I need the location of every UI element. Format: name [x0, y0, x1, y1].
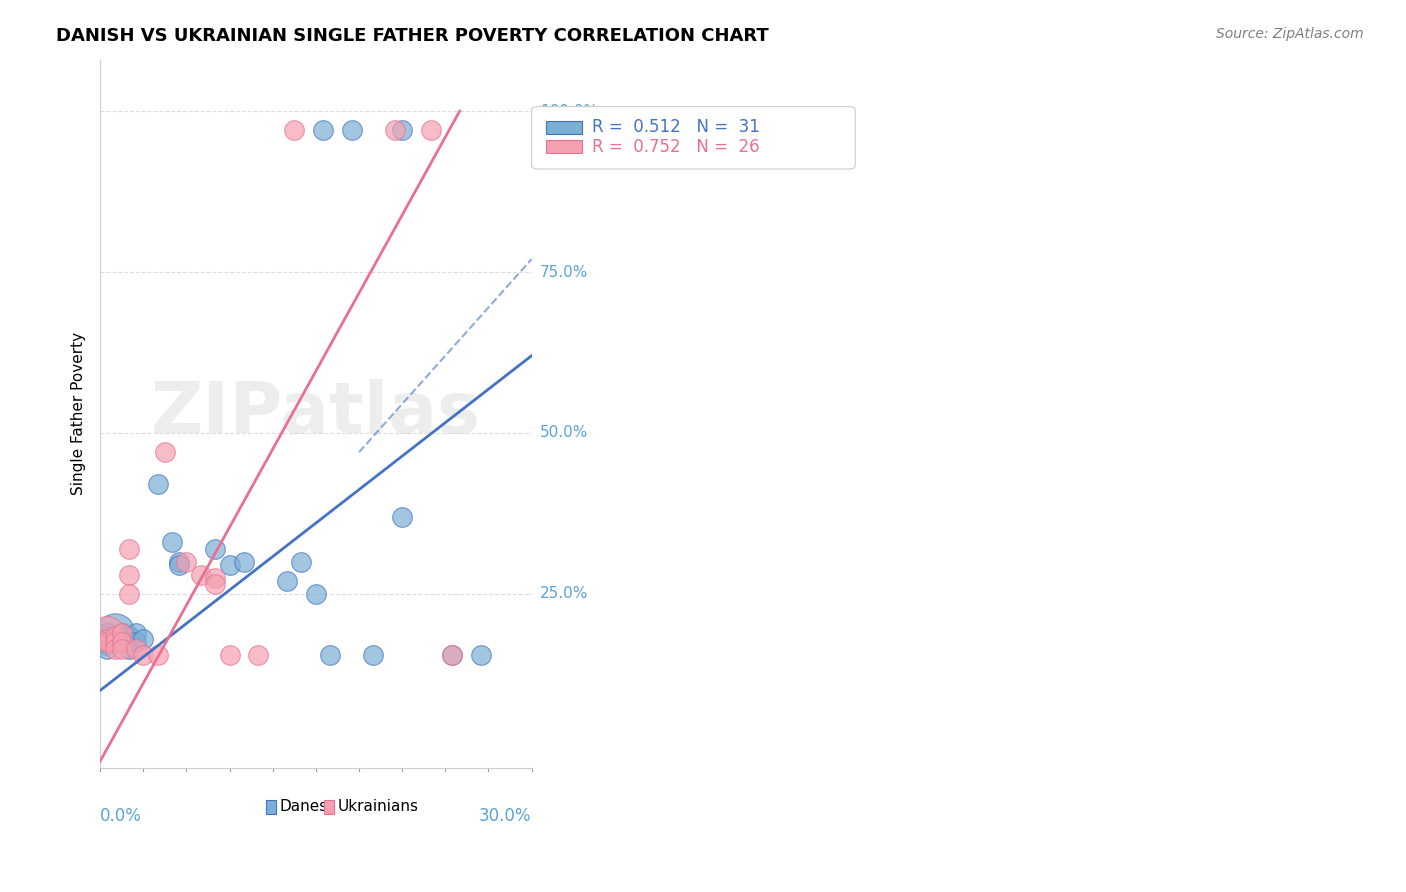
Point: [153, 445, 176, 459]
Point: [176, 555, 198, 569]
Text: 25.0%: 25.0%: [540, 586, 589, 601]
Point: [96, 635, 118, 649]
Point: [167, 555, 190, 569]
Point: [305, 587, 328, 601]
Bar: [546, 140, 582, 153]
Point: [96, 641, 118, 656]
Text: R =  0.752   N =  26: R = 0.752 N = 26: [592, 137, 759, 155]
Point: [118, 641, 141, 656]
FancyBboxPatch shape: [531, 106, 855, 169]
Text: 50.0%: 50.0%: [540, 425, 589, 441]
Point: [190, 567, 212, 582]
Text: Danes: Danes: [280, 799, 328, 814]
Text: 100.0%: 100.0%: [540, 103, 598, 119]
Point: [276, 574, 298, 588]
Point: [283, 123, 305, 137]
Point: [103, 625, 125, 640]
Point: [132, 648, 155, 662]
Text: 0.0%: 0.0%: [100, 806, 142, 824]
Text: 75.0%: 75.0%: [540, 265, 589, 279]
Point: [111, 641, 134, 656]
Point: [204, 571, 226, 585]
Point: [96, 639, 118, 653]
Point: [118, 541, 141, 556]
Bar: [546, 120, 582, 134]
Point: [247, 648, 270, 662]
Point: [290, 555, 312, 569]
Point: [103, 635, 125, 649]
Point: [167, 558, 190, 572]
Point: [441, 648, 464, 662]
Point: [363, 648, 385, 662]
Point: [218, 648, 240, 662]
Point: [384, 123, 406, 137]
Point: [111, 635, 134, 649]
Point: [125, 635, 148, 649]
Point: [103, 635, 125, 649]
Point: [96, 632, 118, 646]
Point: [125, 641, 148, 656]
Point: [96, 625, 118, 640]
Point: [204, 577, 226, 591]
Point: [312, 123, 335, 137]
Point: [96, 635, 118, 649]
Point: [103, 632, 125, 646]
Text: DANISH VS UKRAINIAN SINGLE FATHER POVERTY CORRELATION CHART: DANISH VS UKRAINIAN SINGLE FATHER POVERT…: [56, 27, 769, 45]
Text: Ukrainians: Ukrainians: [337, 799, 419, 814]
Point: [391, 509, 413, 524]
Bar: [266, 799, 276, 814]
Text: Source: ZipAtlas.com: Source: ZipAtlas.com: [1216, 27, 1364, 41]
Point: [204, 541, 226, 556]
Point: [419, 123, 441, 137]
Point: [470, 648, 492, 662]
Point: [146, 648, 169, 662]
Point: [319, 648, 342, 662]
Point: [391, 123, 413, 137]
Point: [118, 629, 141, 643]
Point: [111, 625, 134, 640]
Point: [118, 635, 141, 649]
Point: [103, 629, 125, 643]
Point: [111, 625, 134, 640]
Point: [132, 632, 155, 646]
Point: [103, 641, 125, 656]
Point: [441, 648, 464, 662]
Text: R =  0.512   N =  31: R = 0.512 N = 31: [592, 119, 759, 136]
Point: [96, 625, 118, 640]
Bar: [325, 799, 335, 814]
Point: [218, 558, 240, 572]
Text: 30.0%: 30.0%: [479, 806, 531, 824]
Point: [103, 629, 125, 643]
Y-axis label: Single Father Poverty: Single Father Poverty: [72, 332, 86, 495]
Point: [146, 477, 169, 491]
Point: [96, 629, 118, 643]
Point: [233, 555, 256, 569]
Text: ZIPatlas: ZIPatlas: [150, 379, 481, 448]
Point: [118, 587, 141, 601]
Point: [125, 625, 148, 640]
Point: [118, 567, 141, 582]
Point: [160, 535, 183, 549]
Point: [340, 123, 363, 137]
